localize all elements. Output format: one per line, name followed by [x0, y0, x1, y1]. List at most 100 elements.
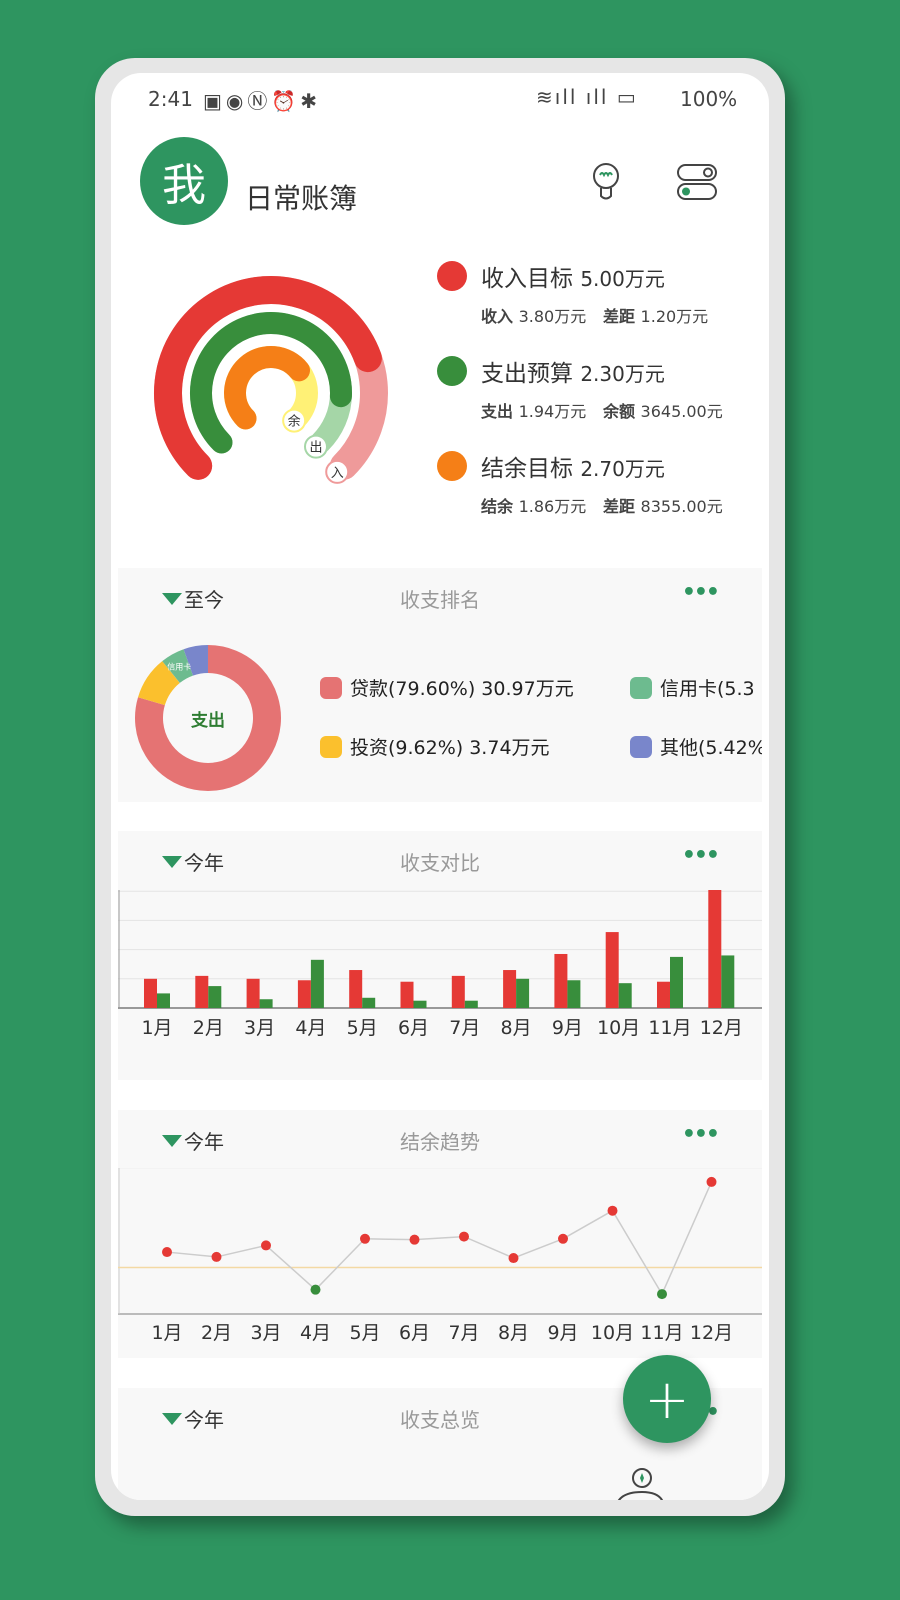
point-7月[interactable]: [459, 1231, 469, 1242]
bar-8月-income[interactable]: [503, 970, 517, 1008]
goal-amount: 5.00万元: [580, 267, 665, 291]
more-icon[interactable]: •••: [681, 1122, 720, 1147]
bar-8月-expense[interactable]: [516, 978, 530, 1008]
point-1月[interactable]: [162, 1247, 172, 1258]
ring-tag: 出: [309, 441, 322, 456]
bar-12月-income[interactable]: [708, 890, 722, 1008]
x-tick-label: 7月: [448, 1322, 479, 1344]
period-dropdown[interactable]: 今年: [162, 1126, 224, 1155]
bar-10月-expense[interactable]: [618, 983, 632, 1008]
goal-label: 收入目标: [481, 266, 573, 292]
point-11月[interactable]: [657, 1289, 667, 1300]
more-icon[interactable]: •••: [681, 580, 720, 605]
goal-label: 结余目标: [481, 456, 573, 482]
x-tick-label: 4月: [295, 1017, 326, 1039]
point-8月[interactable]: [508, 1253, 519, 1264]
bar-12月-expense[interactable]: [721, 955, 735, 1008]
ranking-donut-chart[interactable]: 贷款投资信用卡其他信用卡: [128, 638, 288, 798]
bar-3月-expense[interactable]: [259, 999, 273, 1008]
goal-sub2-label: 差距: [602, 307, 635, 326]
pie-legend-text: 投资(9.62%) 3.74万元: [350, 737, 550, 759]
period-dropdown[interactable]: 今年: [162, 1404, 224, 1433]
pie-slice-信用卡[interactable]: 信用卡: [162, 649, 194, 684]
legend-swatch: [320, 676, 342, 699]
lightbulb-icon[interactable]: [591, 161, 621, 203]
ring-progress: [190, 312, 352, 454]
bar-2月-expense[interactable]: [208, 986, 222, 1008]
pie-legend-text: 贷款(79.60%) 30.97万元: [350, 678, 574, 700]
bar-6月-income[interactable]: [400, 981, 414, 1008]
bar-5月-income[interactable]: [349, 970, 363, 1008]
x-tick-label: 12月: [700, 1017, 743, 1039]
compare-card: 今年 收支对比 ••• 1月 2月 3月 4月 5月 6月 7月 8月 9月 10月 11月 12月: [118, 831, 762, 1080]
bar-7月-expense[interactable]: [464, 1000, 478, 1008]
goal-color-dot: [437, 261, 467, 291]
bar-5月-expense[interactable]: [362, 997, 376, 1008]
avatar[interactable]: 我: [140, 137, 228, 225]
x-tick-label: 8月: [498, 1322, 529, 1344]
toggle-settings-icon[interactable]: [676, 163, 718, 201]
x-tick-label: 4月: [300, 1322, 331, 1344]
add-record-button[interactable]: +: [623, 1355, 711, 1443]
bar-10月-income[interactable]: [605, 932, 619, 1008]
goal-title[interactable]: 支出预算 2.30万元: [481, 354, 665, 388]
pie-slice-投资[interactable]: 投资: [138, 661, 181, 706]
pie-legend: 贷款(79.60%) 30.97万元 投资(9.62%) 3.74万元 信用卡(5.…: [118, 568, 762, 802]
goal-sub2-value: 3645.00元: [640, 402, 723, 421]
goal-label: 支出预算: [481, 361, 573, 387]
bar-4月-expense[interactable]: [310, 959, 324, 1008]
goal-title[interactable]: 结余目标 2.70万元: [481, 449, 665, 483]
bar-11月-income[interactable]: [657, 981, 670, 1008]
point-2月[interactable]: [211, 1251, 222, 1262]
eye-icon: ▣◉Ⓝ⏰✱: [203, 89, 322, 113]
x-tick-label: 9月: [552, 1017, 583, 1039]
point-5月[interactable]: [360, 1233, 370, 1244]
pie-slice-其他[interactable]: 其他: [183, 645, 209, 676]
x-tick-label: 10月: [591, 1322, 634, 1344]
bar-7月-income[interactable]: [451, 975, 465, 1008]
x-tick-label: 3月: [250, 1322, 281, 1344]
period-dropdown[interactable]: 今年: [162, 847, 224, 876]
ranking-card: 至今 收支排名 ••• 贷款投资信用卡其他信用卡 支出 贷款(79.60%) 3…: [118, 568, 762, 802]
pie-legend-text: 信用卡(5.3: [660, 678, 755, 700]
x-tick-label: 1月: [141, 1017, 172, 1039]
status-time: 2:41: [148, 87, 193, 111]
point-4月[interactable]: [310, 1284, 321, 1295]
pie-slice-贷款[interactable]: 贷款: [135, 645, 281, 791]
x-tick-label: 6月: [399, 1322, 430, 1344]
point-9月[interactable]: [558, 1233, 568, 1244]
pie-legend-item[interactable]: 其他(5.42%: [630, 733, 762, 760]
status-icons-left: ▣◉Ⓝ⏰✱: [203, 85, 321, 114]
point-3月[interactable]: [261, 1240, 271, 1251]
ring-tag-badge: [282, 408, 307, 433]
bar-1月-expense[interactable]: [157, 993, 170, 1008]
bar-11月-expense[interactable]: [670, 956, 683, 1008]
period-dropdown[interactable]: 至今: [162, 584, 224, 613]
goal-sub2-value: 8355.00元: [640, 497, 723, 516]
bar-6月-expense[interactable]: [413, 1000, 427, 1008]
goal-title[interactable]: 收入目标 5.00万元: [481, 259, 665, 293]
bar-2月-income[interactable]: [195, 975, 209, 1008]
pie-legend-item[interactable]: 贷款(79.60%) 30.97万元: [320, 674, 574, 701]
bar-9月-income[interactable]: [554, 953, 568, 1008]
card-title: 收支对比: [400, 851, 480, 875]
pie-legend-item[interactable]: 投资(9.62%) 3.74万元: [320, 733, 550, 760]
x-tick-label: 11月: [648, 1017, 691, 1039]
more-icon[interactable]: •••: [681, 843, 720, 868]
goal-color-dot: [437, 356, 467, 386]
x-tick-label: 5月: [349, 1322, 380, 1344]
card-title: 结余趋势: [400, 1130, 480, 1154]
point-6月[interactable]: [409, 1234, 420, 1245]
pie-legend-item[interactable]: 信用卡(5.3: [630, 674, 755, 701]
bar-3月-income[interactable]: [246, 978, 260, 1008]
point-12月[interactable]: [706, 1176, 717, 1187]
goal-sub1-value: 1.94万元: [518, 402, 587, 421]
bar-1月-income[interactable]: [144, 978, 157, 1008]
bar-4月-income[interactable]: [297, 980, 311, 1008]
goal-detail: 结余 1.86万元 差距 8355.00元: [481, 493, 723, 517]
ring-progress: [224, 346, 310, 430]
goal-sub2-label: 差距: [602, 497, 635, 516]
point-10月[interactable]: [607, 1205, 618, 1216]
x-tick-label: 2月: [201, 1322, 232, 1344]
bar-9月-expense[interactable]: [567, 980, 581, 1008]
